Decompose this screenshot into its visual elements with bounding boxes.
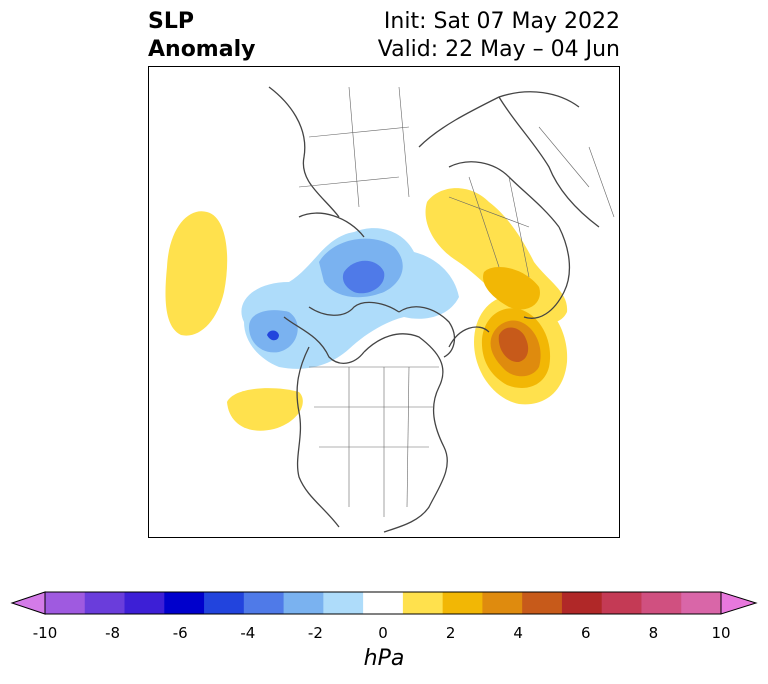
title-line-2: Anomaly: [148, 37, 256, 62]
positive-anomaly-ne-pacific: [227, 388, 303, 431]
colorbar-cell: [442, 592, 483, 614]
negative-anomaly-core-a: [342, 260, 385, 294]
colorbar-tick-label: -2: [307, 624, 323, 642]
colorbar-cell: [522, 592, 563, 614]
colorbar-frame: [44, 591, 722, 615]
country-borders: [298, 86, 615, 517]
colorbar-extend-min: [10, 591, 46, 615]
colorbar-cell: [601, 592, 642, 614]
title-line-1: SLP: [148, 9, 194, 34]
colorbar-unit: hPa: [363, 646, 405, 671]
colorbar-cell: [402, 592, 444, 614]
anomaly-shading: [165, 188, 568, 431]
init-date: Init: Sat 07 May 2022: [383, 9, 620, 34]
positive-anomaly-europe-inner: [483, 267, 540, 310]
map-title: SLP Anomaly: [148, 8, 255, 64]
colorbar-tick-label: 10: [711, 624, 731, 642]
colorbar-cell: [641, 592, 682, 614]
colorbar-cell: [482, 592, 523, 614]
colorbar-tick-label: 2: [445, 624, 456, 642]
colorbar-cell: [45, 592, 86, 614]
colorbar-tick-label: 4: [513, 624, 523, 642]
colorbar-tick-label: -10: [32, 624, 58, 642]
positive-anomaly-pacific: [165, 211, 228, 336]
valid-range: Valid: 22 May – 04 Jun: [377, 37, 620, 62]
forecast-dates: Init: Sat 07 May 2022 Valid: 22 May – 04…: [378, 8, 620, 64]
colorbar-cell: [363, 592, 404, 614]
colorbar-cell: [124, 592, 165, 614]
colorbar-tick-label: -6: [172, 624, 188, 642]
map-svg: [165, 86, 615, 533]
positive-anomaly-atlantic-core: [498, 327, 529, 363]
colorbar-tick-label: 8: [648, 624, 659, 642]
colorbar-cells: [10, 591, 758, 615]
colorbar-cell: [243, 592, 285, 614]
colorbar-cell: [164, 592, 205, 614]
colorbar-cell: [323, 592, 364, 614]
colorbar-cell: [84, 592, 126, 614]
coastlines: [268, 86, 600, 533]
colorbar-cell: [561, 592, 603, 614]
colorbar-cell: [204, 592, 245, 614]
colorbar-cell: [681, 592, 722, 614]
colorbar-tick-label: -8: [105, 624, 121, 642]
colorbar-cell: [283, 592, 324, 614]
colorbar-tick-label: 0: [378, 624, 388, 642]
colorbar-extend-max: [720, 591, 758, 615]
colorbar: [10, 591, 758, 615]
negative-anomaly-core-b: [267, 330, 279, 341]
colorbar-tick-label: -4: [240, 624, 256, 642]
slp-anomaly-map: [148, 66, 620, 538]
colorbar-tick-label: 6: [581, 624, 591, 642]
